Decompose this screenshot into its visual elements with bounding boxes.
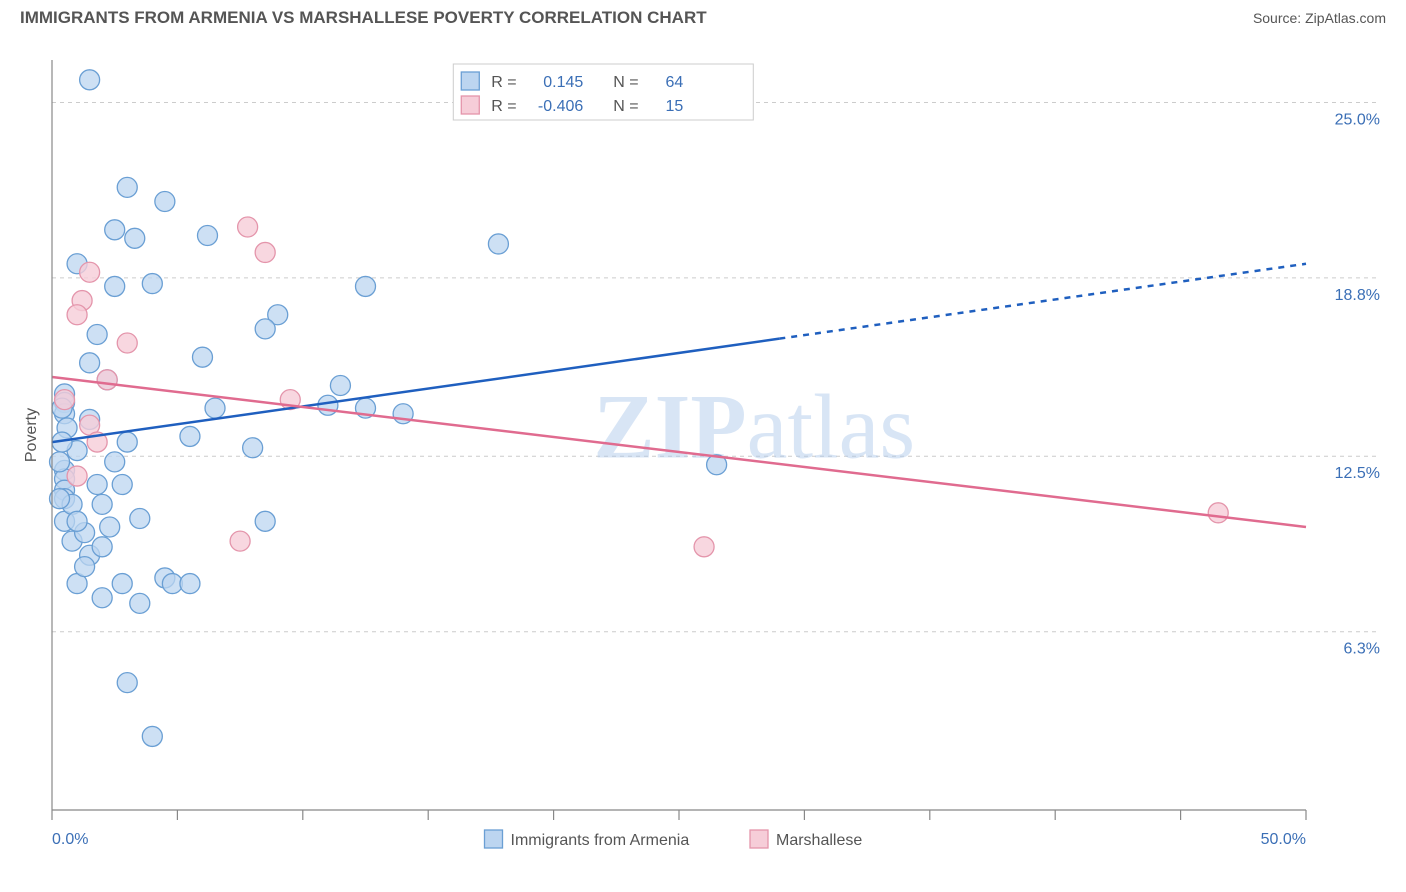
svg-text:N =: N = <box>613 74 638 91</box>
svg-text:Immigrants from Armenia: Immigrants from Armenia <box>511 832 690 849</box>
svg-text:Poverty: Poverty <box>23 408 40 462</box>
svg-text:0.0%: 0.0% <box>52 831 88 848</box>
svg-text:6.3%: 6.3% <box>1344 641 1380 658</box>
svg-text:-0.406: -0.406 <box>538 98 583 115</box>
chart-container: 6.3%12.5%18.8%25.0%ZIPatlas0.0%50.0%Pove… <box>20 40 1386 872</box>
svg-text:N =: N = <box>613 98 638 115</box>
svg-text:R =: R = <box>491 98 516 115</box>
svg-text:50.0%: 50.0% <box>1261 831 1306 848</box>
svg-text:0.145: 0.145 <box>543 74 583 91</box>
svg-text:18.8%: 18.8% <box>1335 287 1380 304</box>
chart-title: IMMIGRANTS FROM ARMENIA VS MARSHALLESE P… <box>20 8 707 28</box>
source-attribution: Source: ZipAtlas.com <box>1253 10 1386 26</box>
svg-text:64: 64 <box>665 74 683 91</box>
svg-text:R =: R = <box>491 74 516 91</box>
svg-text:12.5%: 12.5% <box>1335 465 1380 482</box>
svg-text:Marshallese: Marshallese <box>776 832 862 849</box>
svg-text:15: 15 <box>665 98 683 115</box>
svg-text:25.0%: 25.0% <box>1335 111 1380 128</box>
scatter-chart: 6.3%12.5%18.8%25.0%ZIPatlas0.0%50.0%Pove… <box>20 40 1386 872</box>
